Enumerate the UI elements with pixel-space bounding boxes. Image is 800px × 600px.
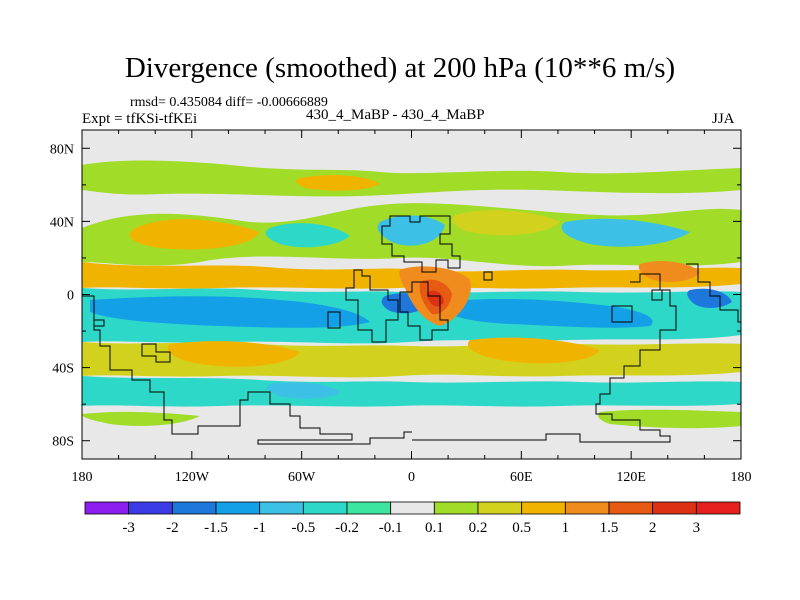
- contour-region: [265, 223, 350, 248]
- coastline: [327, 311, 341, 329]
- colorbar-swatch: [84, 501, 130, 515]
- coastline: [381, 215, 461, 273]
- coastline: [483, 271, 493, 281]
- colorbar-label: -3: [122, 520, 135, 536]
- contour-region: [296, 175, 380, 191]
- colorbar-swatch: [521, 501, 566, 515]
- colorbar-swatch: [302, 501, 348, 515]
- colorbar-label: -0.1: [379, 520, 403, 536]
- colorbar-label: -1.5: [204, 520, 228, 536]
- contour-region: [82, 264, 116, 284]
- colorbar-swatch: [652, 501, 697, 515]
- colorbar-label: 2: [649, 520, 657, 536]
- colorbar-label: 0.2: [469, 520, 488, 536]
- season-label: JJA: [712, 111, 735, 127]
- coastline: [345, 269, 399, 343]
- case-label: 430_4_MaBP - 430_4_MaBP: [306, 107, 485, 123]
- contour-region: [82, 376, 741, 407]
- colorbar-swatch: [608, 501, 654, 515]
- colorbar-swatch: [215, 501, 261, 515]
- colorbar-swatch: [390, 501, 435, 515]
- contour-region: [561, 218, 690, 247]
- colorbar-label: -0.5: [291, 520, 315, 536]
- contour-region: [82, 411, 200, 426]
- colorbar-label: 3: [693, 520, 701, 536]
- colorbar: -3 -2 -1.5 -1 -0.5 -0.2 -0.1 0.1 0.2 0.5 1 1.5 2 3: [84, 501, 741, 536]
- colorbar-label: 0.5: [512, 520, 531, 536]
- colorbar-label: -0.2: [335, 520, 359, 536]
- colorbar-swatch: [433, 501, 479, 515]
- colorbar-swatch: [564, 501, 610, 515]
- x-tick-label: 180: [731, 470, 752, 485]
- colorbar-label: 1.5: [600, 520, 619, 536]
- coastlines: [82, 215, 741, 445]
- y-tick-label: 40N: [50, 215, 74, 230]
- contour-region: [598, 409, 741, 429]
- contour-region: [267, 382, 340, 399]
- contour-region: [90, 296, 370, 328]
- contour-region: [452, 210, 560, 236]
- chart-title: Divergence (smoothed) at 200 hPa (10**6 …: [124, 52, 676, 84]
- contour-region: [440, 299, 653, 328]
- colorbar-swatch: [695, 501, 741, 515]
- contour-region: [467, 337, 600, 364]
- contour-region: [638, 261, 700, 282]
- contour-region: [167, 341, 300, 367]
- contour-region: [129, 219, 260, 250]
- coastline: [93, 319, 105, 327]
- colorbar-label: 1: [562, 520, 570, 536]
- experiment-label: Expt = tfKSi-tfKEi: [82, 111, 198, 127]
- contour-field: [82, 130, 741, 459]
- colorbar-label: -2: [166, 520, 179, 536]
- x-tick-label: 0: [408, 470, 415, 485]
- coastline: [686, 263, 741, 323]
- coastline: [399, 281, 449, 341]
- colorbar-swatch: [171, 501, 217, 515]
- coastline: [611, 305, 633, 323]
- colorbar-swatch: [477, 501, 523, 515]
- x-tick-label: 180: [72, 470, 93, 485]
- x-tick-label: 60W: [288, 470, 316, 485]
- contour-region: [687, 288, 732, 308]
- colorbar-label: -1: [253, 520, 266, 536]
- coastline: [141, 343, 171, 363]
- axis-ticks: 180 120W 60W 0 60E 120E 180 80N 40N 0 40S 80S: [50, 130, 752, 485]
- colorbar-swatch: [259, 501, 304, 515]
- coastline: [651, 289, 663, 301]
- contour-region: [377, 215, 445, 246]
- y-tick-label: 40S: [52, 362, 74, 377]
- y-tick-label: 0: [67, 289, 74, 304]
- x-tick-label: 120E: [616, 470, 646, 485]
- x-tick-label: 60E: [510, 470, 533, 485]
- coastline: [82, 295, 412, 445]
- y-tick-label: 80N: [50, 142, 74, 157]
- x-tick-label: 120W: [175, 470, 210, 485]
- contour-region: [82, 160, 741, 197]
- colorbar-swatch: [346, 501, 392, 515]
- coastline: [412, 273, 677, 443]
- stats-label: rmsd= 0.435084 diff= -0.00666889: [130, 95, 328, 110]
- colorbar-swatch: [128, 501, 173, 515]
- colorbar-label: 0.1: [425, 520, 444, 536]
- y-tick-label: 80S: [52, 435, 74, 450]
